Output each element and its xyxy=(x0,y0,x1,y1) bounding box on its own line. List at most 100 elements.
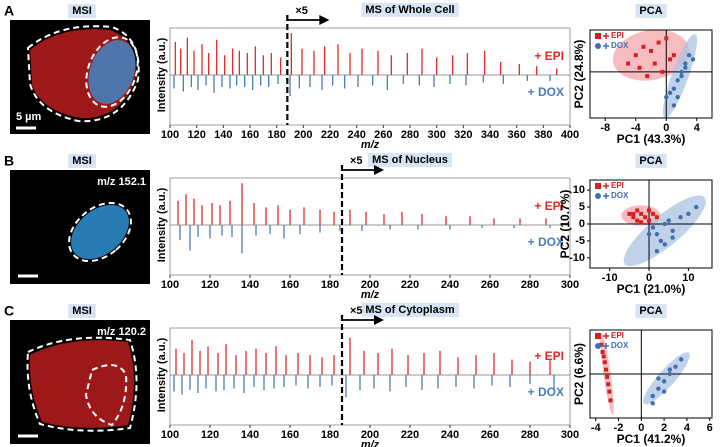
legend-marker xyxy=(595,43,601,49)
msi-title: MSI xyxy=(72,155,92,167)
x-tick-label: 140 xyxy=(241,279,259,291)
title-highlight xyxy=(361,2,459,17)
msi-mz: m/z 152.1 xyxy=(97,176,146,188)
panel-row: A MSI 5 µm MS of Whole Cell Intensity (a.… xyxy=(4,2,713,151)
magnify-arrowhead xyxy=(374,315,384,325)
point xyxy=(670,228,675,233)
point xyxy=(662,242,667,247)
legend-marker xyxy=(595,33,601,39)
legend-plus xyxy=(603,333,609,339)
x-tick-label: 160 xyxy=(241,129,259,141)
series-label: + EPI xyxy=(534,349,564,363)
point xyxy=(679,73,684,79)
y-tick-label: -5 xyxy=(575,235,585,247)
x-tick-label: 240 xyxy=(347,129,365,141)
x-tick-label: 140 xyxy=(214,129,232,141)
x-tick-label: 180 xyxy=(321,429,339,441)
y-tick-label: 5 xyxy=(579,201,585,213)
x-axis-label: PC1 (21.0%) xyxy=(617,282,686,296)
x-axis-label: PC1 (41.2%) xyxy=(617,432,686,446)
panel-row: B MSI m/z 152.1 MS of Nucleus Intensity (… xyxy=(4,153,713,301)
x-tick-label: 6 xyxy=(707,422,713,434)
x-tick-label: 140 xyxy=(241,429,259,441)
chart-title: PCA xyxy=(639,5,662,17)
magnify-label: ×5 xyxy=(295,5,308,17)
y-axis-label: PC2 (24.8%) xyxy=(572,40,586,109)
x-tick-label: 240 xyxy=(441,429,459,441)
point xyxy=(645,74,650,79)
point xyxy=(626,61,631,66)
point xyxy=(603,367,608,372)
point xyxy=(656,376,661,381)
point xyxy=(660,69,665,74)
point xyxy=(647,218,652,223)
point xyxy=(664,94,669,100)
x-tick-label: 160 xyxy=(281,429,299,441)
point xyxy=(678,215,683,220)
y-tick-label: 0 xyxy=(579,218,585,230)
x-tick-label: 160 xyxy=(281,279,299,291)
point xyxy=(671,86,677,91)
point xyxy=(683,65,688,70)
cell-outline xyxy=(26,336,138,432)
x-tick-label: 300 xyxy=(427,129,445,141)
point xyxy=(600,350,605,354)
x-tick-label: 220 xyxy=(401,279,419,291)
msi-nucleus xyxy=(88,40,136,104)
legend-plus xyxy=(603,343,609,349)
legend-label: DOX xyxy=(611,191,629,200)
nucleus-outline xyxy=(84,364,128,427)
point xyxy=(599,342,604,347)
x-tick-label: 180 xyxy=(267,129,285,141)
x-axis-label: m/z xyxy=(361,289,380,301)
confidence-ellipse xyxy=(643,352,690,405)
point xyxy=(654,231,660,237)
x-tick-label: 340 xyxy=(481,129,499,141)
point xyxy=(686,211,691,217)
legend-marker xyxy=(595,343,601,349)
point xyxy=(671,103,677,108)
legend-label: EPI xyxy=(611,331,624,340)
y-tick-label: 10 xyxy=(573,184,585,196)
point xyxy=(675,78,680,83)
x-tick-label: 100 xyxy=(161,129,179,141)
x-tick-label: -8 xyxy=(600,122,610,134)
x-tick-label: 260 xyxy=(481,429,499,441)
legend-label: EPI xyxy=(611,31,624,40)
x-tick-label: -4 xyxy=(631,122,642,134)
point xyxy=(673,364,678,369)
point xyxy=(671,53,676,58)
point xyxy=(650,401,655,406)
point xyxy=(650,211,655,216)
point xyxy=(650,225,656,230)
y-axis-label: PC2 (10.7%) xyxy=(558,190,572,259)
legend-plus xyxy=(603,193,609,199)
x-tick-label: 0 xyxy=(646,272,652,284)
y-axis-label: PC2 (6.6%) xyxy=(572,343,586,405)
point xyxy=(601,354,606,359)
point xyxy=(643,215,648,220)
x-tick-label: 200 xyxy=(361,429,379,441)
y-axis-label: Intensity (a.u.) xyxy=(156,187,168,262)
x-tick-label: 0 xyxy=(638,422,644,434)
point xyxy=(633,53,638,58)
x-tick-label: 2 xyxy=(661,422,667,434)
legend-plus xyxy=(603,43,609,49)
legend-plus xyxy=(603,33,609,39)
title-highlight xyxy=(635,153,667,168)
point xyxy=(679,69,684,75)
chart-title: MS of Nucleus xyxy=(372,154,448,166)
confidence-ellipse xyxy=(612,29,690,81)
x-tick-label: -4 xyxy=(591,422,602,434)
point xyxy=(656,386,661,391)
title-highlight xyxy=(635,303,667,318)
point xyxy=(654,248,660,254)
series-label: + EPI xyxy=(534,49,564,63)
legend-plus xyxy=(603,183,609,189)
point xyxy=(690,57,696,62)
chart-title: PCA xyxy=(639,155,662,167)
plot-frame xyxy=(169,177,571,276)
point xyxy=(679,357,684,362)
msi-title: MSI xyxy=(72,5,92,17)
